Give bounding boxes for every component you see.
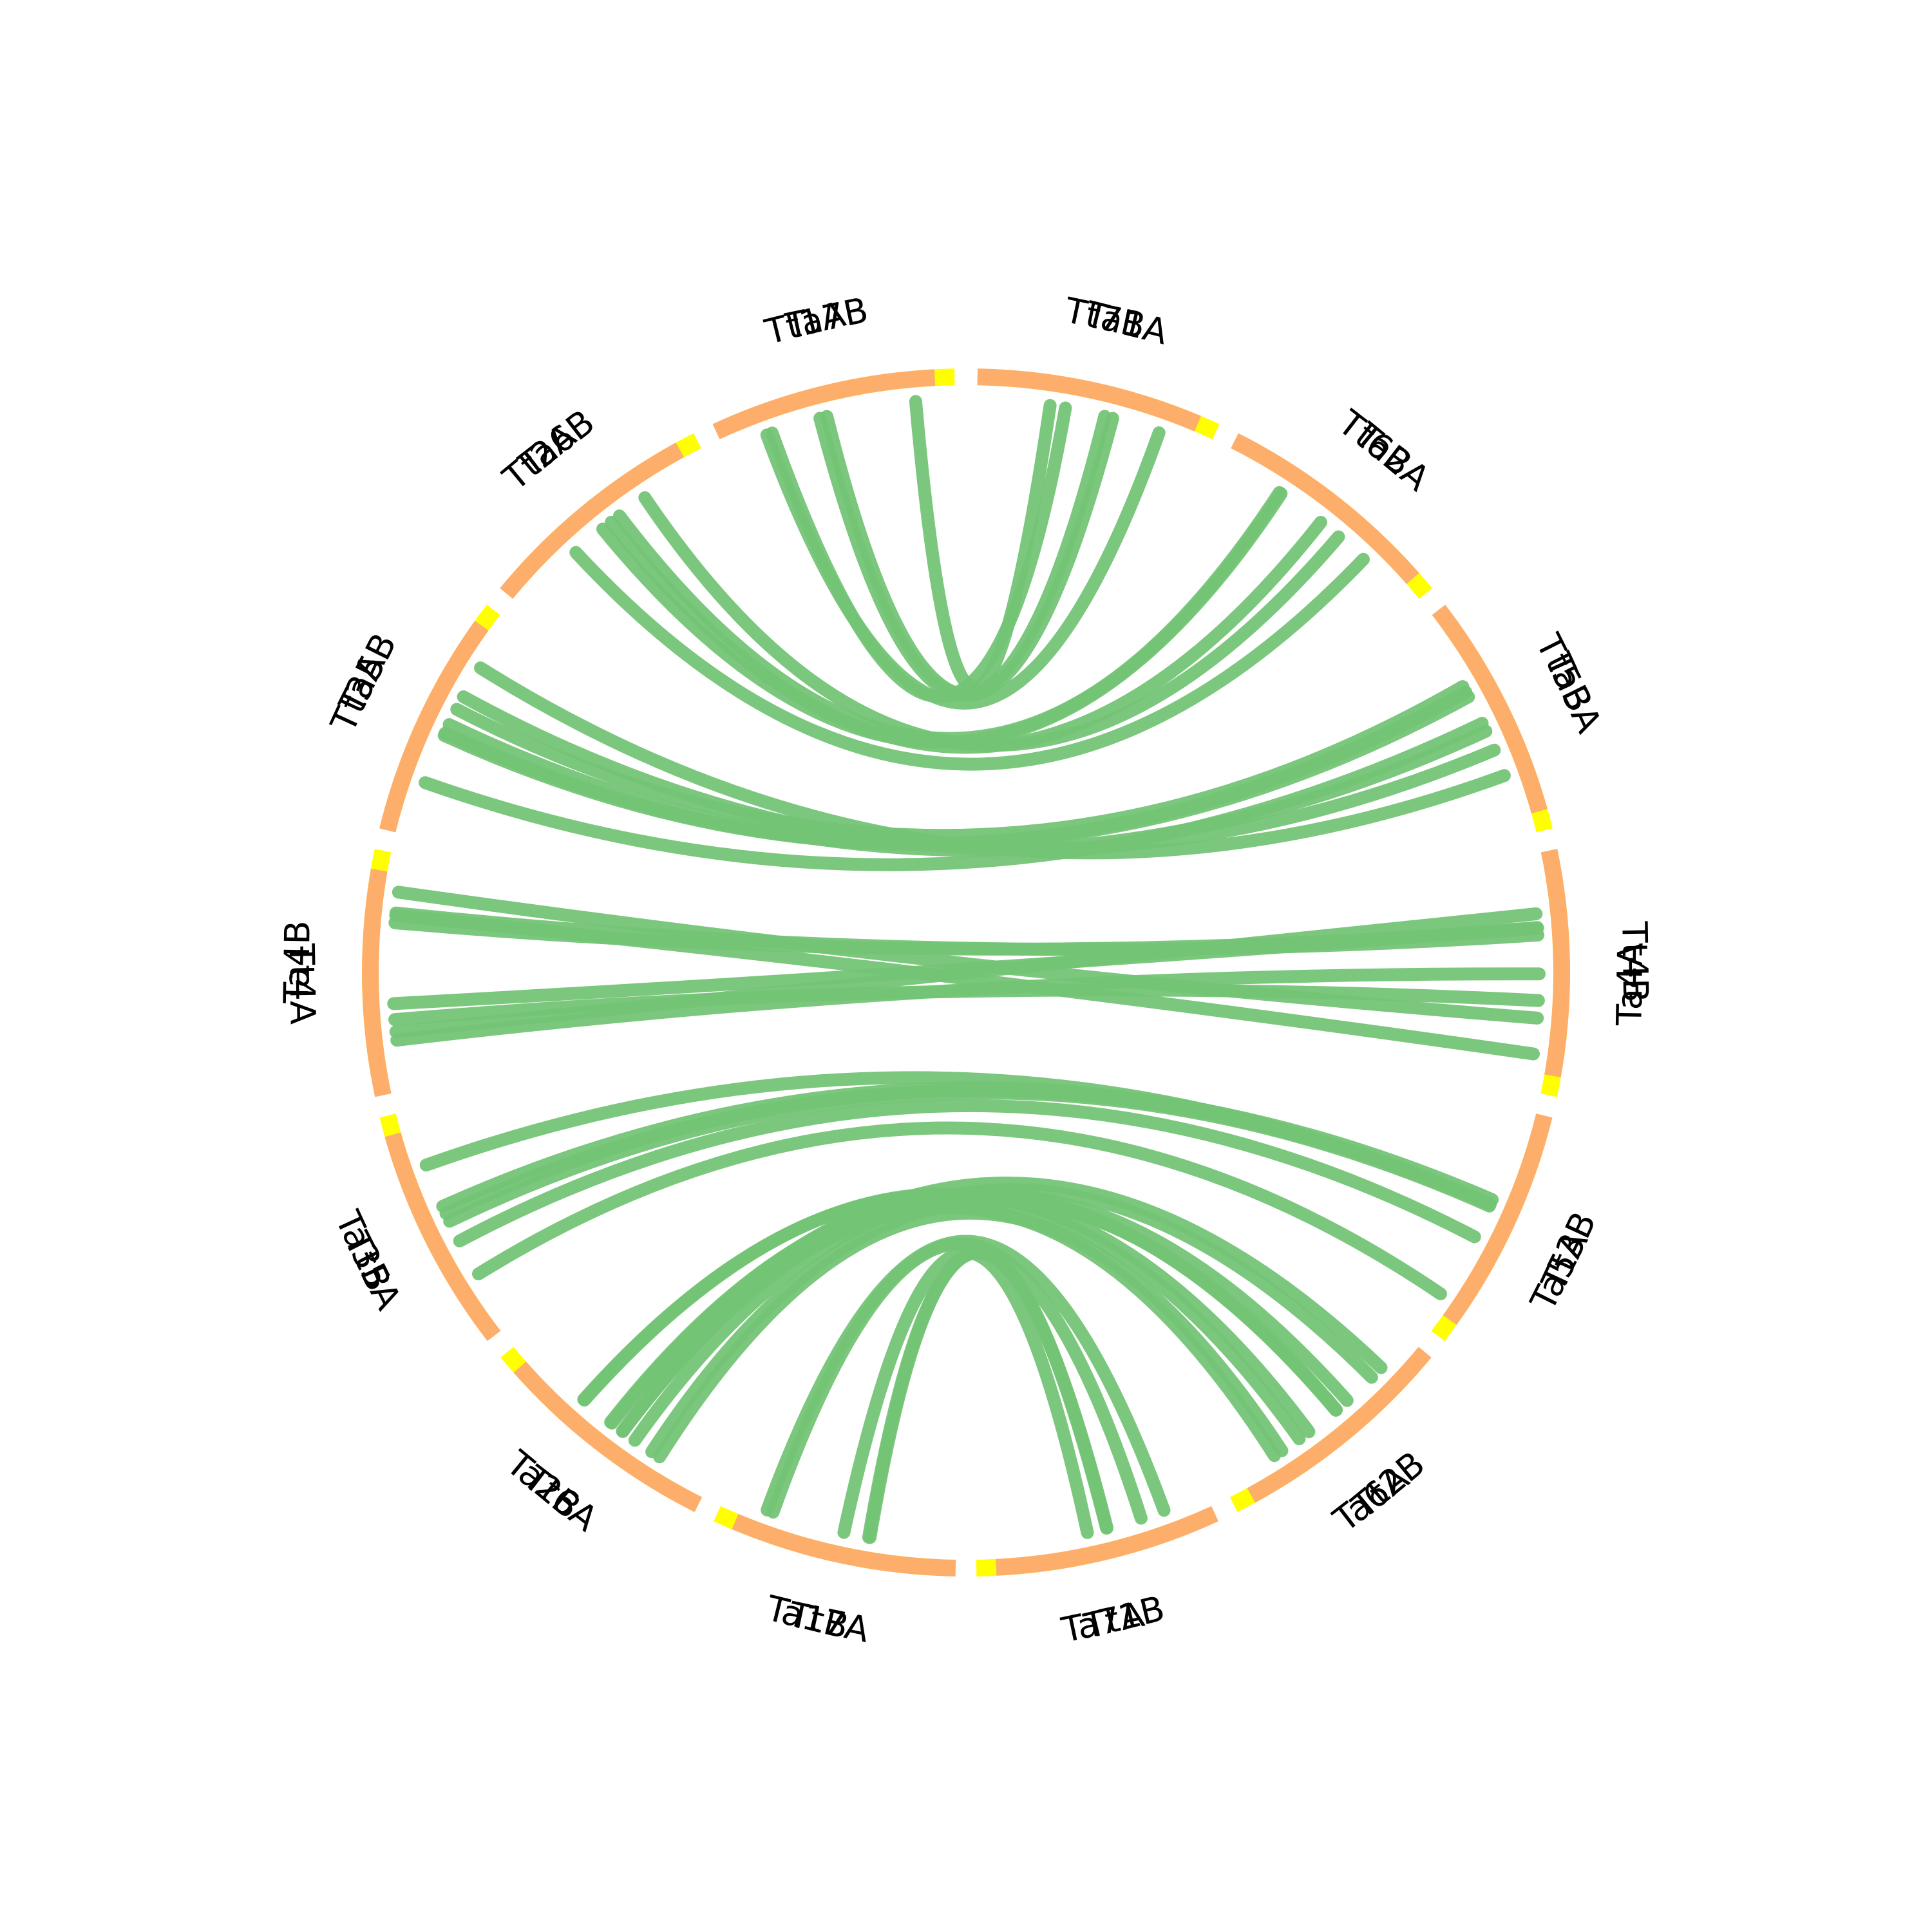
chromosome-label-tt3a: Tt3A [323, 648, 393, 739]
link-tt4b-ta4b [388, 983, 1545, 1027]
link-tt1b-ta1b [837, 1246, 1094, 1539]
link-tt5b-ta5b [437, 685, 1473, 851]
link-tt1a-ta1a [760, 426, 1166, 710]
chromosome-label-tt3b: Tt3B [1533, 1206, 1604, 1296]
chromosome-segment-tt3b [1443, 1113, 1553, 1325]
links-layer [387, 395, 1546, 1544]
link-tt2b-ta2b [645, 1195, 1343, 1459]
link-tt1b-ta1b [766, 1237, 1148, 1525]
link-tt2b-ta2b [578, 1187, 1316, 1439]
chromosome-segment-tt1a [712, 369, 936, 440]
chromosome-segment-tt6b [1231, 433, 1419, 584]
link-tt3b-ta3b [443, 1086, 1496, 1228]
chromosome-label-tt1a: Tt1A [761, 294, 849, 353]
chromosome-label-tt5b: Tt5B [1528, 627, 1600, 718]
chromosome-label-ta4b: Ta4B [276, 920, 318, 1005]
chromosome-segment-tt2a [500, 442, 685, 599]
link-tt5a-ta5a [453, 1099, 1481, 1247]
chromosome-label-tt1b: Tt1B [1080, 1588, 1169, 1647]
chromosome-label-tt5a: Tt5A [336, 1225, 409, 1316]
link-tt4b-ta4b [388, 916, 1544, 956]
link-tt2a-ta2a [569, 545, 1370, 771]
chromosome-label-tt7a: Tt7A [785, 1594, 873, 1651]
chromosome-label-tt7b: Tt7B [1061, 290, 1149, 346]
chromosome-label-tt4b: Tt4B [1614, 920, 1656, 1003]
link-tt5a-ta5a [472, 1121, 1447, 1301]
link-tt7b-ta7b [909, 395, 1057, 695]
link-tt1b-ta1b [862, 1246, 1113, 1544]
link-tt4b-ta4b [392, 886, 1544, 1025]
link-tt1a-ta1a [813, 410, 1112, 701]
chromosome-segment-tt3a [379, 620, 489, 833]
chromosome-label-tt4a: Tt4A [281, 943, 323, 1025]
chromosome-segment-tt5b [1432, 604, 1548, 814]
chromosome-label-ta4a: Ta4A [1609, 942, 1651, 1027]
link-tt2b-ta2b [605, 1177, 1388, 1430]
chromosome-segment-tt4b [1540, 849, 1570, 1077]
chromosome-segment-tt5a [384, 1132, 501, 1341]
chromosome-ring [362, 368, 1570, 1577]
chromosome-segment-tt4a [362, 868, 392, 1097]
chromosome-segment-tt6a [513, 1361, 703, 1513]
chromosome-segment-tt7b [977, 368, 1201, 431]
chromosome-segment-tt7a [732, 1513, 956, 1577]
link-tt2b-ta2b [616, 1201, 1281, 1463]
link-tt5b-ta5b [419, 717, 1489, 871]
chromosome-segment-tt1b [996, 1506, 1218, 1576]
chromosome-segment-tt2b [1247, 1347, 1432, 1503]
link-tt6b-ta6b [638, 491, 1345, 752]
